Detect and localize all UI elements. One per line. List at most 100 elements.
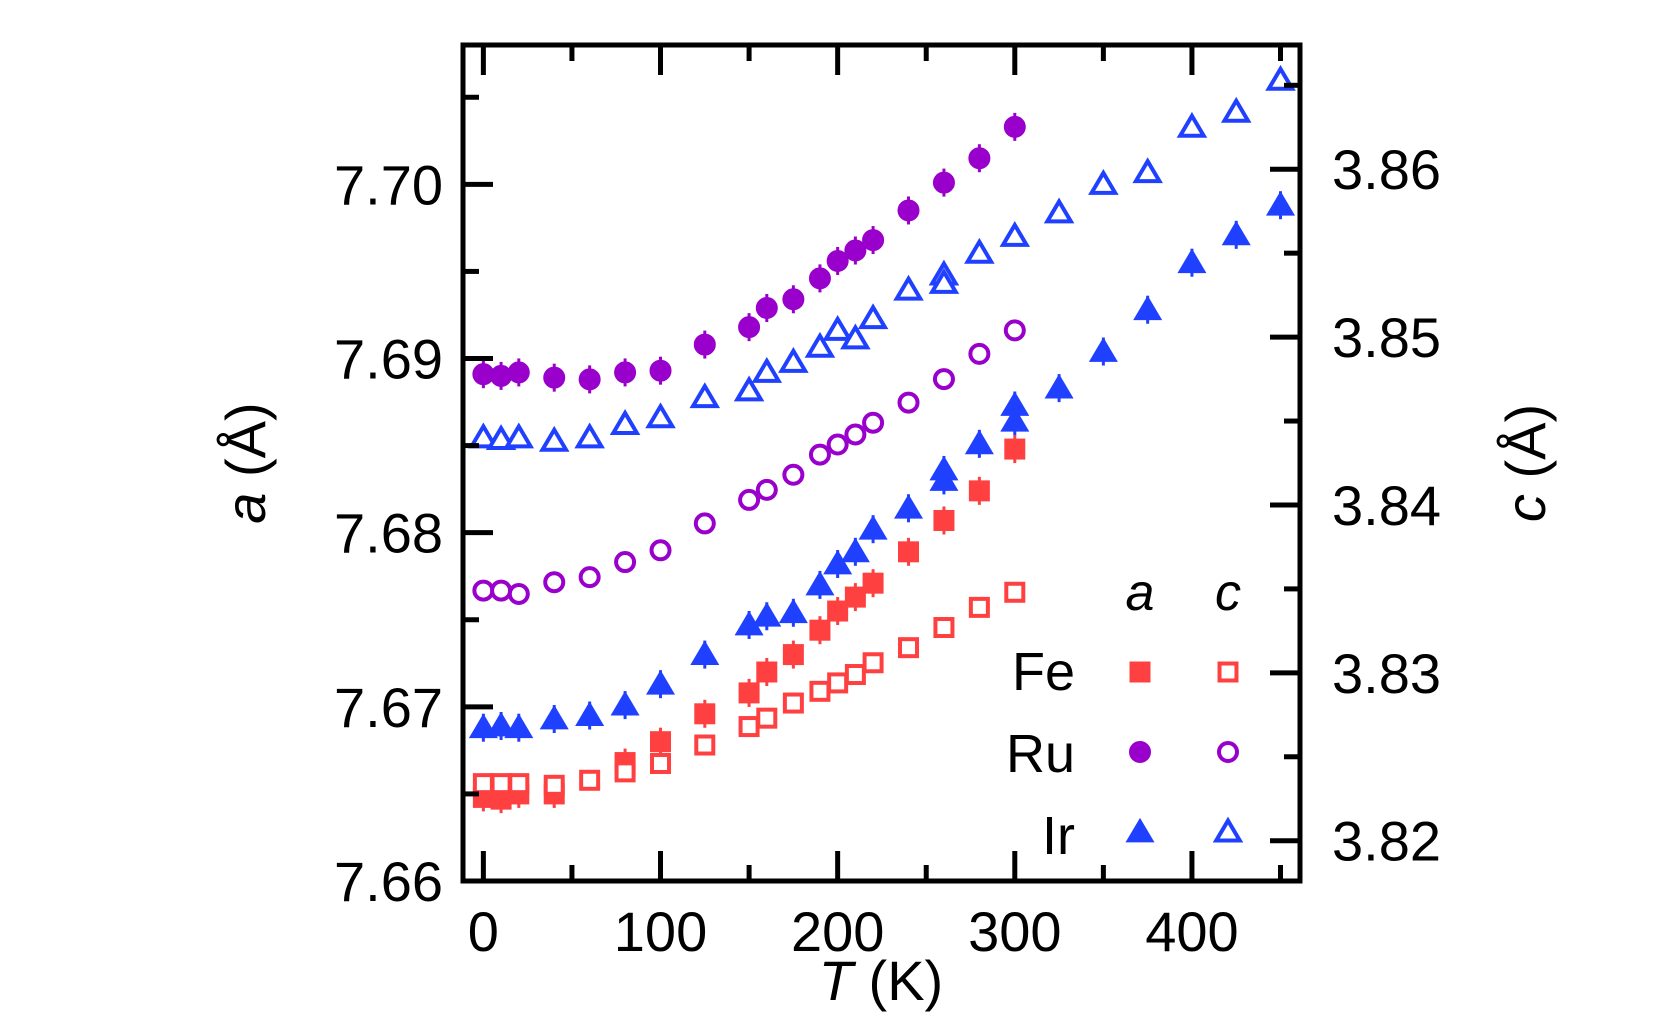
- point-ru-a: [932, 171, 955, 194]
- legend-label-ru: Ru: [1006, 724, 1075, 784]
- point-fe-c: [579, 769, 601, 791]
- point-ru-c: [844, 423, 867, 446]
- y-right-tick-label: 3.83: [1332, 642, 1441, 705]
- point-ir-c: [999, 221, 1031, 247]
- point-fe-c: [827, 672, 849, 694]
- point-ir-a: [858, 514, 888, 540]
- y-axis-label-left: a (Å): [214, 402, 277, 523]
- point-ru-c: [826, 433, 849, 456]
- point-ir-c: [1043, 197, 1075, 224]
- y-left-tick-label: 7.67: [334, 676, 443, 739]
- point-ru-a: [755, 296, 778, 319]
- point-ir-a: [539, 704, 569, 730]
- point-fe-a: [827, 600, 849, 622]
- x-tick-label: 200: [791, 900, 884, 963]
- point-ir-a: [1088, 337, 1118, 362]
- point-ir-c: [840, 323, 871, 350]
- point-fe-c: [738, 716, 760, 738]
- point-fe-c: [490, 773, 512, 795]
- point-ru-a: [507, 361, 530, 384]
- point-ru-a: [738, 316, 761, 339]
- point-ir-c: [689, 382, 721, 409]
- point-ru-c: [755, 478, 778, 501]
- point-fe-c: [1004, 581, 1026, 603]
- point-ir-c: [778, 346, 809, 373]
- point-ir-a: [893, 494, 924, 519]
- point-ru-c: [507, 582, 530, 605]
- point-ru-c: [578, 566, 601, 589]
- point-ir-a: [575, 701, 605, 726]
- point-ir-c: [964, 237, 995, 264]
- y-left-tick-label: 7.68: [334, 502, 443, 565]
- x-axis-label: T (K): [819, 949, 943, 1012]
- point-fe-c: [809, 680, 831, 702]
- point-ru-c: [1003, 319, 1026, 342]
- point-ir-a: [1000, 407, 1030, 432]
- point-ir-a: [752, 602, 782, 627]
- point-ru-a: [782, 288, 805, 311]
- point-fe-c: [543, 774, 565, 796]
- legend-label-ir: Ir: [1042, 806, 1075, 866]
- series-ir-a: [468, 191, 1296, 742]
- data-markers: [468, 64, 1296, 814]
- point-fe-a: [933, 509, 955, 531]
- series-ir-c: [468, 64, 1296, 452]
- point-ru-a: [897, 199, 920, 222]
- point-ir-a: [1221, 220, 1251, 246]
- point-ru-a: [968, 147, 991, 170]
- point-ru-a: [693, 333, 716, 356]
- point-ir-a: [486, 711, 516, 737]
- legend-marker-fe-a: [1129, 661, 1151, 683]
- point-ir-a: [805, 570, 835, 596]
- point-ru-c: [472, 579, 495, 602]
- point-ir-c: [928, 268, 960, 294]
- point-ru-a: [578, 368, 601, 391]
- plot-frame: [460, 42, 1303, 884]
- point-ir-c: [538, 425, 570, 452]
- y-left-tick-label: 7.69: [334, 328, 443, 391]
- point-ir-a: [1177, 248, 1207, 274]
- point-fe-c: [694, 734, 716, 756]
- point-fe-c: [933, 617, 955, 639]
- point-ru-c: [649, 539, 672, 562]
- point-ir-c: [893, 274, 924, 301]
- x-tick-label: 400: [1145, 900, 1238, 963]
- legend-marker-ir-c: [1212, 816, 1244, 843]
- point-ir-c: [804, 331, 836, 358]
- point-ir-c: [1176, 111, 1208, 138]
- point-ru-a: [614, 361, 637, 384]
- point-fe-a: [968, 480, 990, 502]
- y-left-tick-label: 7.70: [334, 153, 443, 216]
- point-ru-c: [862, 411, 885, 434]
- point-ir-c: [822, 315, 853, 341]
- point-ir-c: [1088, 168, 1119, 195]
- point-ir-a: [840, 537, 870, 563]
- point-fe-c: [650, 752, 672, 774]
- point-fe-a: [898, 541, 920, 563]
- point-ir-a: [504, 713, 534, 739]
- point-ir-c: [1220, 96, 1252, 123]
- point-fe-a: [862, 572, 884, 594]
- axis-ticks: [463, 45, 1300, 884]
- point-ru-c: [782, 463, 805, 486]
- point-ir-c: [468, 422, 499, 449]
- point-ir-a: [929, 466, 959, 491]
- series-ru-a: [472, 112, 1026, 394]
- point-ru-c: [490, 579, 513, 602]
- point-fe-a: [782, 644, 804, 666]
- point-fe-a: [694, 703, 716, 725]
- point-ru-a: [808, 267, 831, 290]
- y-axis-label-right: c (Å): [1494, 404, 1557, 522]
- point-ir-c: [857, 303, 889, 330]
- point-ir-c: [1132, 157, 1163, 184]
- point-fe-c: [844, 664, 866, 686]
- point-ir-a: [964, 429, 994, 455]
- point-ru-c: [932, 368, 955, 391]
- x-tick-label: 300: [968, 900, 1061, 963]
- y-right-tick-label: 3.85: [1332, 306, 1441, 369]
- point-ir-a: [610, 690, 640, 716]
- point-ir-c: [574, 422, 605, 449]
- legend-marker-ru-a: [1129, 741, 1151, 763]
- point-ir-a: [645, 670, 676, 695]
- point-ru-c: [808, 443, 831, 466]
